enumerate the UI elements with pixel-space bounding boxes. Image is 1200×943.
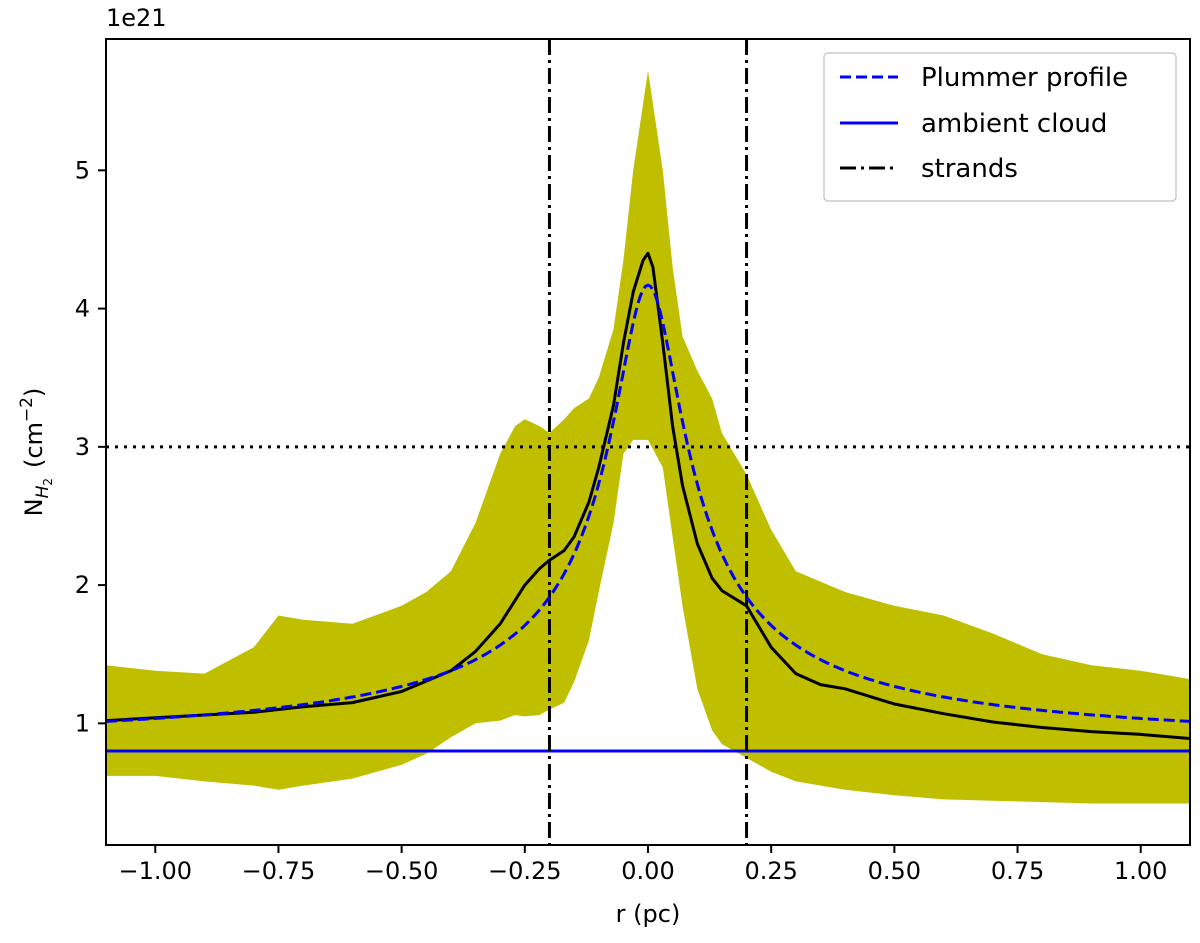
x-tick-label: −0.25 <box>488 857 562 885</box>
dispersion-band <box>106 70 1190 804</box>
y-tick-label: 1 <box>75 709 90 737</box>
y-label-unit: (cm <box>20 422 48 468</box>
legend-label-plummer: Plummer profile <box>921 63 1128 93</box>
x-tick-label: 0.50 <box>868 857 921 885</box>
x-axis-label: r (pc) <box>616 900 681 928</box>
x-tick-label: 0.25 <box>744 857 797 885</box>
y-label-sub: H <box>33 485 53 498</box>
y-tick-label: 3 <box>75 433 90 461</box>
y-tick-label: 4 <box>75 295 90 323</box>
x-tick-label: −1.00 <box>118 857 192 885</box>
y-axis-label: NH2 (cm−2) <box>17 388 55 517</box>
y-label-exp: −2 <box>17 397 37 422</box>
y-tick-label: 2 <box>75 571 90 599</box>
legend-box <box>823 52 1177 202</box>
x-tick-label: −0.75 <box>242 857 316 885</box>
y-tick-label: 5 <box>75 156 90 184</box>
y-label-subsub: 2 <box>41 478 55 486</box>
y-label-close: ) <box>20 388 48 397</box>
legend-label-strands: strands <box>921 154 1018 184</box>
y-label-main: N <box>20 498 48 516</box>
x-tick-label: 1.00 <box>1114 857 1167 885</box>
legend-label-ambient: ambient cloud <box>921 109 1107 139</box>
x-tick-label: 0.75 <box>991 857 1044 885</box>
mean-profile-line <box>106 251 1190 740</box>
plummer-profile-line <box>106 283 1190 723</box>
x-tick-label: 0.00 <box>621 857 674 885</box>
x-tick-label: −0.50 <box>365 857 439 885</box>
legend: Plummer profile ambient cloud strands <box>823 52 1177 202</box>
ticks-layer: −1.00 −0.75 −0.50 −0.25 0.00 0.25 0.50 0.75 1.00… <box>75 156 1168 885</box>
plot-area <box>106 39 1190 845</box>
y-offset-text: 1e21 <box>106 4 167 32</box>
